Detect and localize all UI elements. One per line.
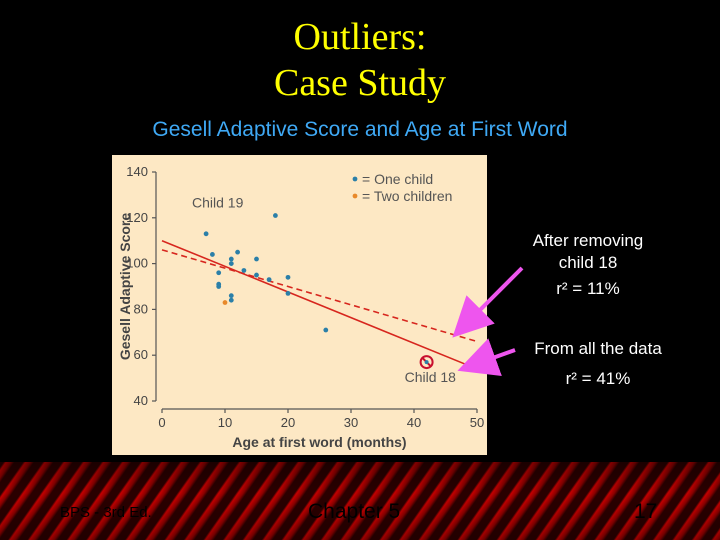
- fit-line-without-child-18: [161, 249, 478, 343]
- annotation-all-data: From all the data r² = 41%: [508, 338, 688, 390]
- point-one-child: [285, 290, 291, 296]
- footer-chapter: Chapter 5: [308, 500, 401, 523]
- chart-panel: 40 60 80 100 120 140 0 10 20 30 40 50 Age at first w…: [112, 155, 487, 455]
- x-tick-label: 20: [281, 415, 295, 430]
- point-one-child: [235, 249, 240, 255]
- point-one-child: [228, 293, 234, 299]
- footer-left-text: BPS - 3rd Ed.: [60, 504, 152, 521]
- y-tick-label: 140: [126, 164, 148, 179]
- point-one-child: [323, 327, 329, 333]
- y-tick-label: 80: [134, 301, 148, 316]
- label-child-19: Child 19: [192, 195, 244, 211]
- legend-swatch: [352, 193, 358, 199]
- point-one-child: [285, 274, 291, 280]
- label-child-18: Child 18: [405, 369, 457, 385]
- slide-title: Outliers: Case Study: [0, 14, 720, 106]
- footer-page-number: 17: [634, 500, 658, 523]
- x-tick-label: 40: [407, 415, 421, 430]
- point-two-children: [222, 300, 228, 305]
- outlier-marker-ring: [419, 355, 434, 370]
- fit-lines: [161, 239, 478, 370]
- annotation-removed-line-1: After removing: [532, 231, 644, 250]
- annotation-all-r2: r² = 41%: [565, 369, 631, 388]
- point-child-18: [424, 360, 429, 365]
- point-one-child: [254, 272, 259, 278]
- point-one-child: [254, 256, 259, 262]
- annotation-all-line-1: From all the data: [534, 339, 662, 358]
- title-line-1: Outliers:: [293, 16, 427, 58]
- x-tick-label: 30: [344, 415, 358, 430]
- point-one-child: [228, 261, 234, 266]
- fit-line-all-data: [161, 239, 478, 370]
- point-one-child: [216, 270, 222, 276]
- point-one-child: [266, 277, 272, 283]
- legend-entry: = Two children: [362, 188, 452, 204]
- x-tick-label: 50: [470, 415, 484, 430]
- footer-bar: BPS - 3rd Ed. Chapter 5 17: [0, 462, 720, 540]
- point-one-child: [273, 213, 278, 218]
- x-tick-label: 0: [158, 415, 165, 430]
- point-one-child: [228, 256, 234, 262]
- legend-entry: = One child: [362, 171, 433, 187]
- annotation-after-removing: After removing child 18 r² = 11%: [508, 230, 668, 300]
- x-axis-label: Age at first word (months): [232, 434, 406, 450]
- y-tick-label: 40: [134, 393, 148, 408]
- x-tick-label: 10: [218, 415, 232, 430]
- annotation-removed-line-2: child 18: [558, 253, 618, 272]
- point-one-child: [210, 252, 215, 257]
- scatter-chart: 40 60 80 100 120 140 0 10 20 30 40 50 Age at first w…: [117, 164, 484, 450]
- y-axis-label: Gesell Adaptive Score: [117, 213, 133, 361]
- chart-labels: Child 19 Child 18 = One child= Two childre…: [192, 171, 456, 385]
- point-one-child: [241, 268, 247, 273]
- chart-axes: 40 60 80 100 120 140 0 10 20 30 40 50 Age at first w…: [117, 164, 484, 450]
- point-one-child: [203, 231, 209, 237]
- title-line-2: Case Study: [273, 62, 447, 104]
- y-tick-label: 100: [126, 256, 148, 271]
- chart-subtitle: Gesell Adaptive Score and Age at First W…: [152, 118, 568, 141]
- y-tick-label: 60: [134, 347, 148, 362]
- point-one-child: [228, 297, 234, 303]
- annotation-removed-r2: r² = 11%: [556, 279, 620, 298]
- data-points: [203, 213, 434, 370]
- legend-swatch: [352, 176, 358, 182]
- y-tick-label: 120: [126, 210, 148, 225]
- point-one-child: [216, 284, 222, 289]
